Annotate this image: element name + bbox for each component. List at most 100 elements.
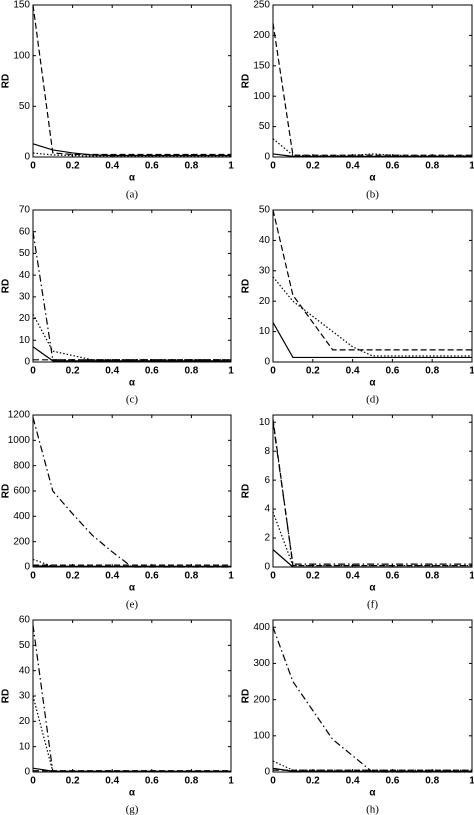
data-line bbox=[32, 143, 231, 157]
x-tick-label: 0.8 bbox=[425, 571, 439, 582]
y-tick-label: 20 bbox=[19, 716, 31, 727]
y-tick-label: 30 bbox=[19, 291, 31, 302]
y-axis-label: RD bbox=[241, 279, 252, 293]
x-tick-label: 0.4 bbox=[346, 366, 360, 377]
y-tick-label: 20 bbox=[259, 296, 271, 307]
data-line bbox=[272, 23, 472, 156]
x-tick-label: 1 bbox=[469, 161, 474, 172]
x-tick-label: 0.2 bbox=[306, 366, 320, 377]
y-tick-label: 1200 bbox=[8, 410, 31, 421]
x-tick-label: 0.4 bbox=[346, 571, 360, 582]
x-tick-label: 0 bbox=[270, 366, 276, 377]
x-tick-label: 0.6 bbox=[145, 161, 159, 172]
y-tick-label: 600 bbox=[13, 486, 30, 497]
plot-frame bbox=[32, 4, 232, 158]
y-tick-label: 70 bbox=[19, 205, 31, 216]
data-line bbox=[272, 153, 472, 157]
y-tick-label: 200 bbox=[253, 30, 270, 41]
data-line bbox=[272, 627, 472, 773]
caption: (f) bbox=[367, 599, 378, 611]
y-tick-label: 10 bbox=[19, 335, 31, 346]
x-tick-label: 0 bbox=[270, 571, 276, 582]
y-tick-label: 30 bbox=[19, 691, 31, 702]
y-tick-label: 200 bbox=[13, 536, 30, 547]
x-tick-label: 1 bbox=[228, 161, 234, 172]
x-tick-label: 0 bbox=[30, 776, 36, 787]
data-line bbox=[272, 422, 472, 565]
y-tick-label: 1000 bbox=[8, 435, 31, 446]
y-tick-label: 300 bbox=[253, 658, 270, 669]
x-tick-label: 0.8 bbox=[425, 161, 439, 172]
y-tick-label: 50 bbox=[259, 121, 271, 132]
x-tick-label: 0.6 bbox=[145, 776, 159, 787]
x-tick-label: 0.4 bbox=[105, 571, 119, 582]
x-tick-label: 0.8 bbox=[184, 366, 198, 377]
y-tick-label: 0 bbox=[24, 357, 30, 368]
y-tick-label: 800 bbox=[13, 460, 30, 471]
x-tick-label: 0.4 bbox=[105, 776, 119, 787]
y-axis-label: RD bbox=[1, 484, 12, 498]
y-tick-label: 20 bbox=[19, 313, 31, 324]
y-tick-label: 0 bbox=[264, 767, 270, 778]
data-line bbox=[32, 417, 231, 568]
y-tick-label: 0 bbox=[264, 562, 270, 573]
x-axis-label: α bbox=[369, 378, 376, 389]
x-tick-label: 1 bbox=[228, 776, 234, 787]
x-axis-label: α bbox=[129, 788, 136, 799]
x-axis-label: α bbox=[369, 788, 376, 799]
y-tick-label: 10 bbox=[19, 741, 31, 752]
plot-frame bbox=[272, 4, 473, 158]
caption: (h) bbox=[366, 804, 379, 815]
x-tick-label: 1 bbox=[469, 776, 474, 787]
y-axis-label: RD bbox=[241, 74, 252, 88]
x-tick-label: 0.4 bbox=[346, 776, 360, 787]
caption: (a) bbox=[126, 189, 139, 201]
x-tick-label: 0 bbox=[30, 571, 36, 582]
caption: (g) bbox=[126, 804, 139, 815]
x-axis-label: α bbox=[129, 583, 136, 594]
x-axis-label: α bbox=[129, 173, 136, 184]
x-tick-label: 0.6 bbox=[145, 366, 159, 377]
caption: (e) bbox=[126, 599, 139, 611]
plot-frame bbox=[32, 619, 232, 773]
y-tick-label: 10 bbox=[259, 326, 271, 337]
x-tick-label: 1 bbox=[228, 366, 234, 377]
x-tick-label: 0.2 bbox=[66, 161, 80, 172]
plot-frame bbox=[272, 414, 473, 568]
x-tick-label: 0.6 bbox=[385, 161, 399, 172]
x-tick-label: 0.8 bbox=[425, 366, 439, 377]
y-axis-label: RD bbox=[1, 74, 12, 88]
y-tick-label: 2 bbox=[264, 533, 270, 544]
x-tick-label: 0.2 bbox=[306, 161, 320, 172]
y-tick-label: 400 bbox=[13, 511, 30, 522]
data-line bbox=[32, 231, 231, 361]
x-tick-label: 0.8 bbox=[425, 776, 439, 787]
x-tick-label: 0.6 bbox=[385, 776, 399, 787]
y-axis-label: RD bbox=[241, 484, 252, 498]
data-line bbox=[272, 322, 472, 359]
x-tick-label: 0 bbox=[30, 366, 36, 377]
x-tick-label: 0.6 bbox=[385, 366, 399, 377]
y-tick-label: 6 bbox=[264, 475, 270, 486]
x-tick-label: 0 bbox=[30, 161, 36, 172]
data-line bbox=[272, 419, 472, 567]
data-line bbox=[272, 760, 472, 771]
y-tick-label: 8 bbox=[264, 446, 270, 457]
y-tick-label: 0 bbox=[264, 152, 270, 163]
y-tick-label: 0 bbox=[24, 767, 30, 778]
y-tick-label: 50 bbox=[19, 248, 31, 259]
y-tick-label: 60 bbox=[19, 615, 31, 626]
x-tick-label: 0.2 bbox=[306, 776, 320, 787]
x-axis-label: α bbox=[369, 173, 376, 184]
y-tick-label: 0 bbox=[24, 152, 30, 163]
data-line bbox=[32, 565, 231, 567]
x-tick-label: 0.4 bbox=[105, 161, 119, 172]
data-line bbox=[272, 767, 472, 772]
y-tick-label: 200 bbox=[253, 694, 270, 705]
y-tick-label: 100 bbox=[253, 730, 270, 741]
y-tick-label: 100 bbox=[253, 91, 270, 102]
x-axis-label: α bbox=[129, 378, 136, 389]
caption: (c) bbox=[126, 394, 139, 406]
